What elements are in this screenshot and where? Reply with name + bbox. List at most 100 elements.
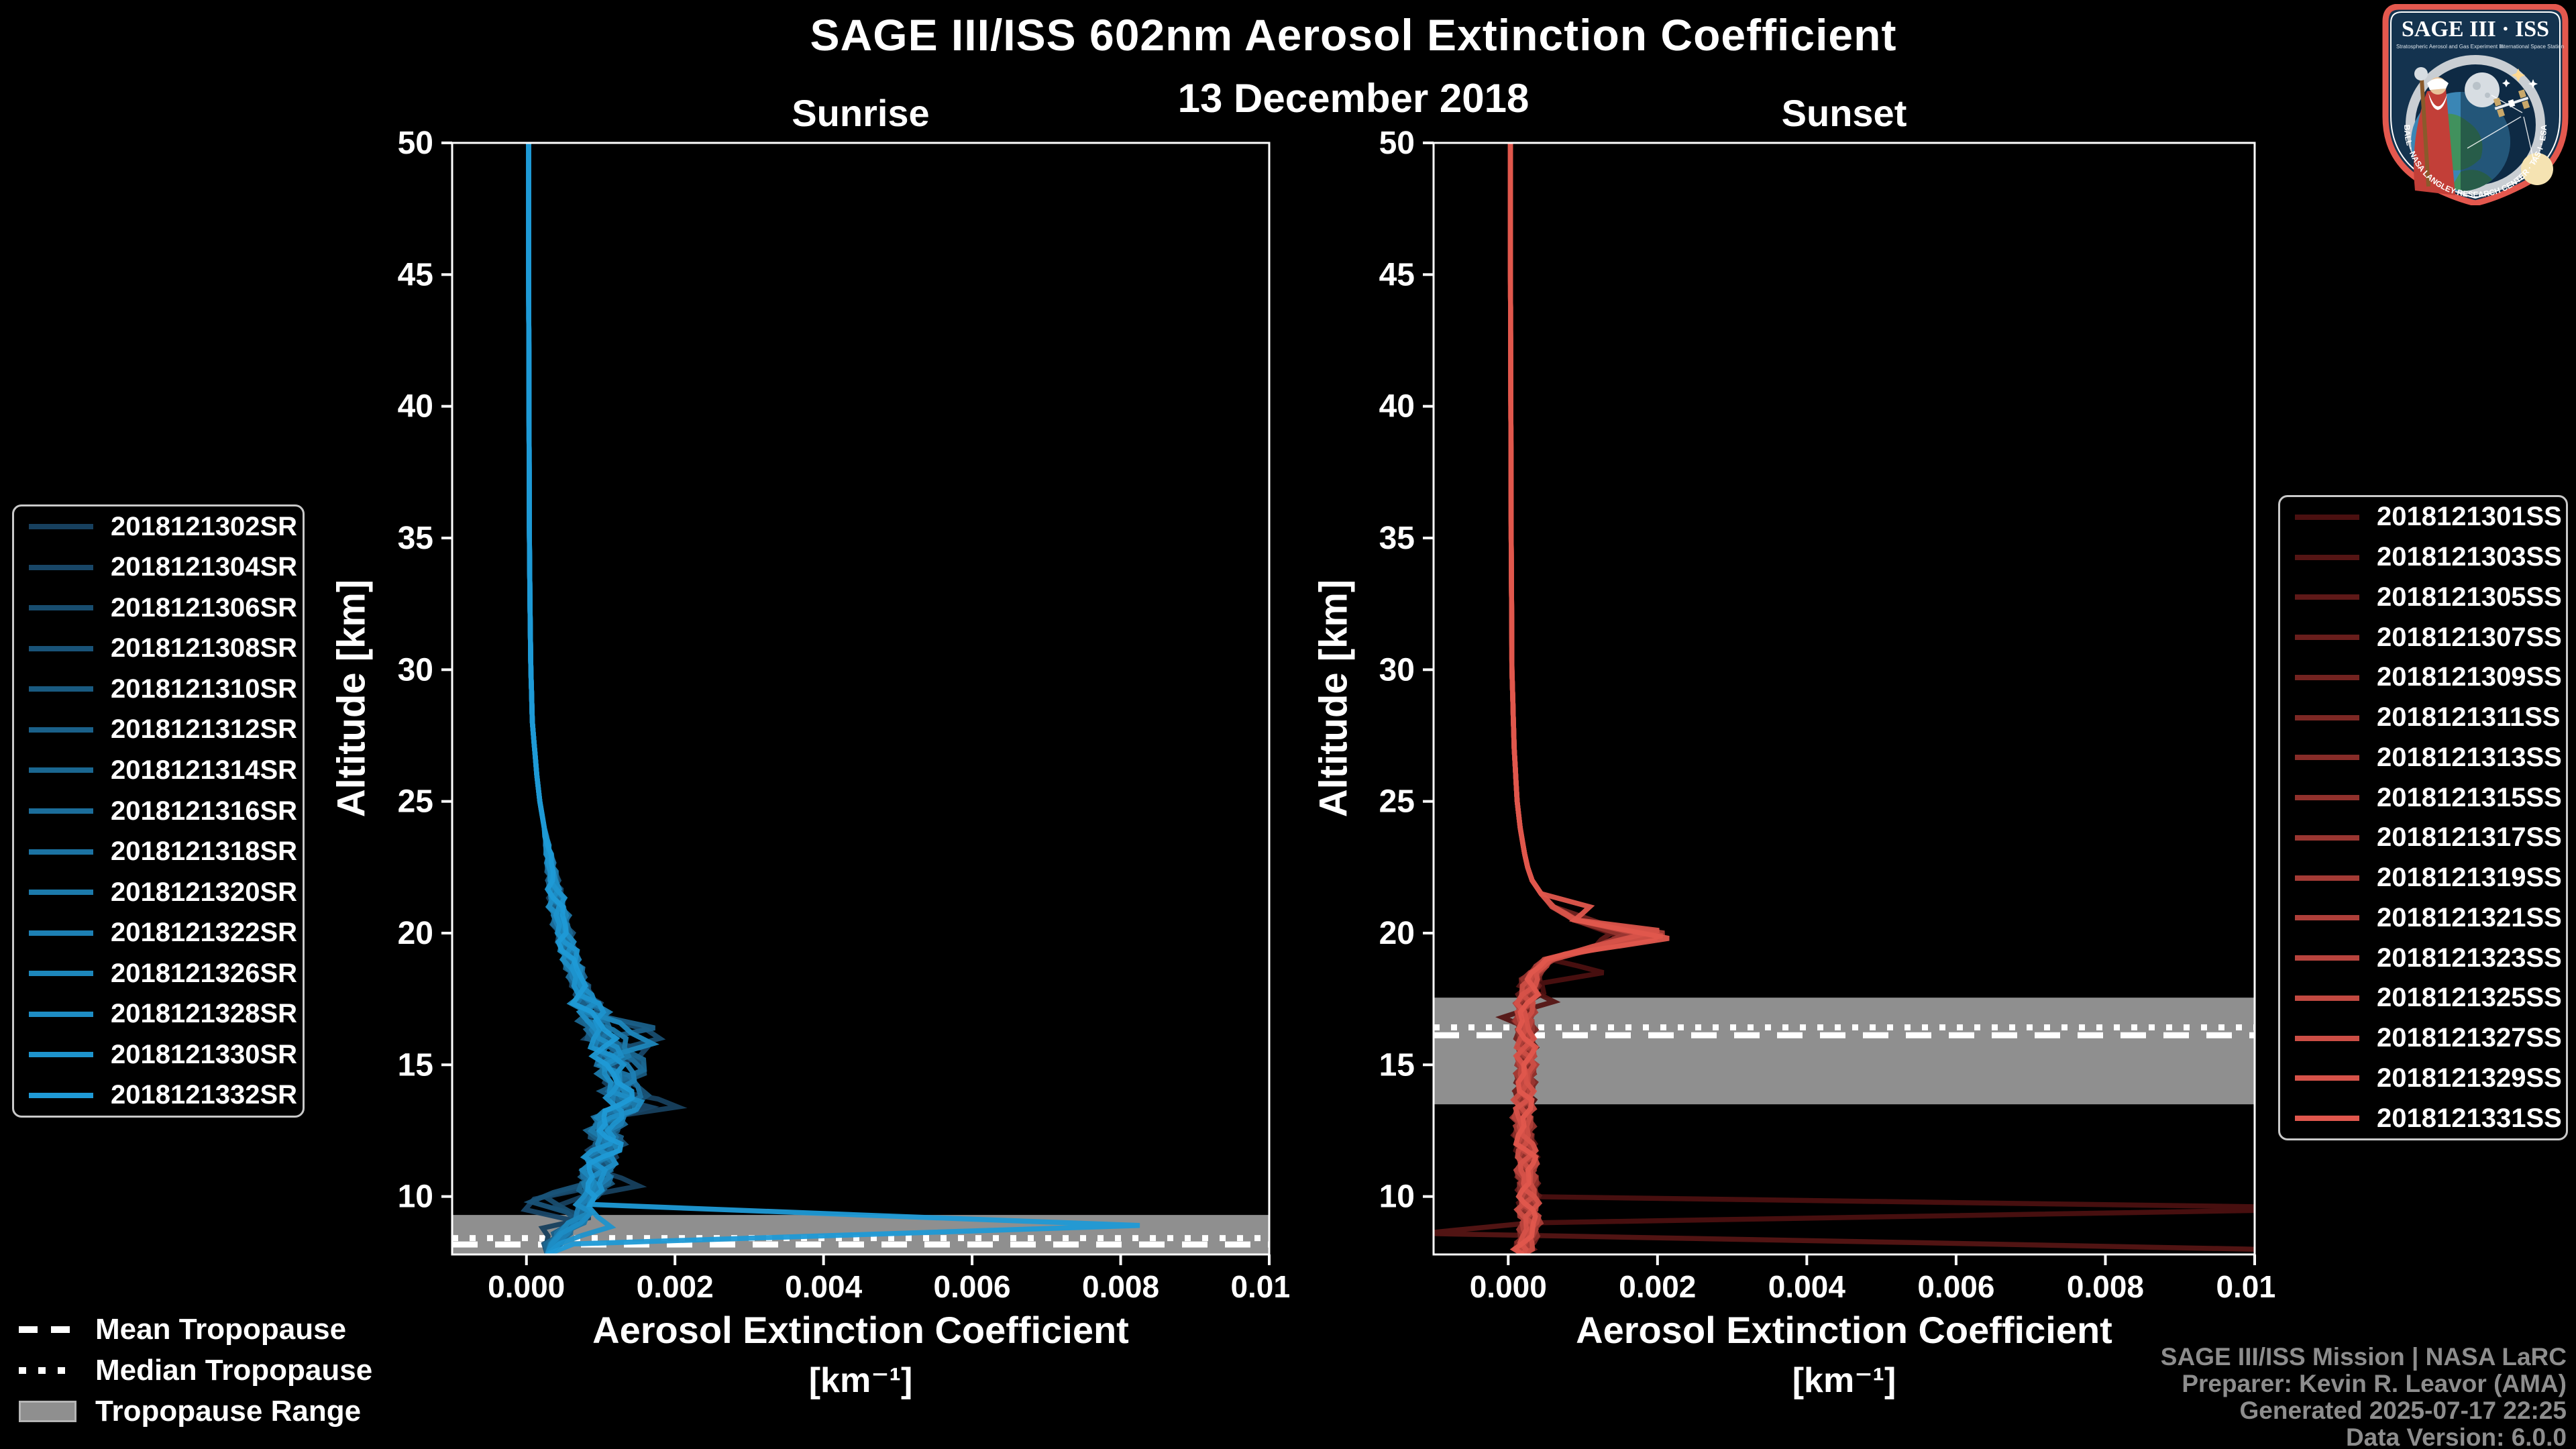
credit-mission: SAGE III/ISS Mission | NASA LaRC (2160, 1343, 2567, 1371)
page-title: SAGE III/ISS 602nm Aerosol Extinction Co… (810, 10, 1897, 60)
legend-event-label: 2018121331SS (2377, 1103, 2562, 1133)
legend-item: 2018121330SR (14, 1040, 297, 1069)
date-subtitle: 13 December 2018 (1177, 76, 1529, 121)
legend-event-label: 2018121316SR (111, 796, 298, 826)
credit-preparer: Preparer: Kevin R. Leavor (AMA) (2182, 1370, 2567, 1397)
y-tick-label: 15 (1379, 1047, 1415, 1083)
legend-event-label: 2018121328SR (111, 999, 298, 1029)
x-tick-label: 0.008 (2067, 1269, 2144, 1304)
sunrise-plot: 0.000 0.002 0.004 0.006 0.008 0.010 10 15 20 25 30… (352, 125, 1308, 1352)
median-tropopause-legend-item: Median Tropopause (0, 1354, 372, 1387)
legend-line-swatch (29, 645, 93, 651)
credit-generated: Generated 2025-07-17 22:25 (2239, 1397, 2567, 1424)
tropopause-range-band (1434, 998, 2255, 1105)
y-tick-label: 30 (1379, 652, 1415, 688)
legend-event-label: 2018121317SS (2377, 822, 2562, 853)
tropopause-legend: Mean Tropopause Median Tropopause Tropop… (0, 1313, 372, 1428)
y-tick-label: 25 (398, 784, 433, 820)
legend-item: 2018121308SR (14, 633, 298, 663)
plot-border (1432, 142, 2256, 1256)
x-tick-label: 0.000 (488, 1269, 565, 1304)
patch-stars (2502, 68, 2538, 89)
legend-item: 2018121313SS (2280, 743, 2562, 772)
sunset-panel-title: Sunset (1781, 92, 1907, 134)
y-tick-label: 40 (1379, 389, 1415, 425)
legend-event-label: 2018121304SR (111, 552, 298, 582)
x-tick-label: 0.002 (637, 1269, 714, 1304)
legend-event-label: 2018121320SR (111, 877, 298, 907)
legend-item: 2018121314SR (14, 755, 297, 785)
y-tick-label: 40 (398, 389, 433, 425)
moon-crater (2473, 82, 2481, 90)
y-tick-label: 25 (1379, 784, 1415, 820)
legend-item: 2018121323SS (2280, 943, 2562, 973)
legend-event-label: 2018121306SR (111, 592, 298, 623)
legend-item: 2018121301SS (2280, 502, 2562, 532)
patch-title: SAGE III · ISS (2402, 17, 2549, 42)
legend-item: 2018121319SS (2280, 863, 2562, 893)
mean-tropopause-dashed-swatch (19, 1326, 76, 1333)
sunset-legend: 2018121301SS 2018121303SS 2018121305SS 2018… (2278, 495, 2568, 1140)
y-tick-label: 35 (1379, 521, 1415, 556)
legend-line-swatch (2295, 795, 2359, 801)
patch-iss-icon (2493, 89, 2530, 117)
legend-line-swatch (2295, 635, 2359, 641)
legend-event-label: 2018121312SR (111, 714, 298, 745)
legend-line-swatch (29, 971, 93, 977)
legend-item: 2018121329SS (2280, 1063, 2562, 1093)
legend-event-label: 2018121307SS (2377, 622, 2562, 652)
legend-event-label: 2018121325SS (2377, 983, 2562, 1013)
legend-line-swatch (29, 808, 93, 814)
legend-event-label: 2018121308SR (111, 633, 298, 663)
legend-line-swatch (2295, 674, 2359, 680)
legend-line-swatch (2295, 1075, 2359, 1081)
legend-item: 2018121332SR (14, 1080, 297, 1110)
legend-line-swatch (29, 727, 93, 733)
legend-item: 2018121331SS (2280, 1104, 2562, 1133)
y-tick-label: 50 (398, 125, 433, 161)
legend-item: 2018121307SS (2280, 623, 2562, 652)
tropopause-range-swatch (19, 1401, 76, 1422)
legend-line-swatch (29, 564, 93, 570)
legend-event-label: 2018121310SR (111, 674, 298, 704)
legend-line-swatch (2295, 755, 2359, 761)
legend-line-swatch (2295, 1035, 2359, 1041)
sunrise-legend: 2018121302SR 2018121304SR 2018121306SR 2018… (12, 504, 305, 1118)
legend-item: 2018121322SR (14, 918, 297, 948)
legend-item: 2018121304SR (14, 552, 298, 582)
plot-svg-sunrise: 0.000 0.002 0.004 0.006 0.008 0.010 10 15 20 25 30… (398, 125, 1308, 1304)
y-tick-label: 15 (398, 1047, 433, 1083)
plot-svg-sunset: 0.000 0.002 0.004 0.006 0.008 0.010 10 15 20 25 30… (1379, 125, 2294, 1304)
legend-item: 2018121306SR (14, 593, 297, 623)
legend-item: 2018121311SS (2280, 702, 2561, 733)
legend-line-swatch (2295, 835, 2359, 841)
legend-item: 2018121318SR (14, 837, 297, 867)
y-tick-label: 30 (398, 652, 433, 688)
legend-event-label: 2018121315SS (2377, 782, 2562, 812)
legend-item: 2018121321SS (2280, 903, 2562, 932)
legend-line-swatch (29, 890, 93, 896)
legend-event-label: 2018121329SS (2377, 1063, 2562, 1093)
profile-2018121326SR (526, 143, 660, 1254)
tropopause-range-label: Tropopause Range (95, 1395, 362, 1428)
legend-line-swatch (2295, 955, 2359, 961)
legend-event-label: 2018121303SS (2377, 542, 2562, 572)
median-tropopause-dotted-swatch (19, 1367, 76, 1374)
legend-item: 2018121328SR (14, 999, 298, 1029)
legend-event-label: 2018121313SS (2377, 742, 2562, 772)
legend-event-label: 2018121314SR (111, 755, 298, 785)
x-tick-label: 0.006 (934, 1269, 1011, 1304)
sunrise-panel-title: Sunrise (792, 92, 930, 134)
x-tick-label: 0.010 (2216, 1269, 2275, 1304)
legend-item: 2018121320SR (14, 877, 297, 907)
y-tick-label: 20 (398, 916, 433, 951)
legend-line-swatch (29, 849, 93, 855)
legend-event-label: 2018121305SS (2377, 582, 2562, 612)
patch-moon (2465, 72, 2500, 107)
legend-line-swatch (2295, 915, 2359, 921)
legend-item: 2018121326SR (14, 959, 297, 988)
sunrise-x-axis-unit: [km⁻¹] (808, 1361, 913, 1400)
x-tick-label: 0.000 (1470, 1269, 1547, 1304)
sunset-x-axis-unit: [km⁻¹] (1792, 1361, 1896, 1400)
legend-event-label: 2018121302SR (111, 511, 298, 541)
